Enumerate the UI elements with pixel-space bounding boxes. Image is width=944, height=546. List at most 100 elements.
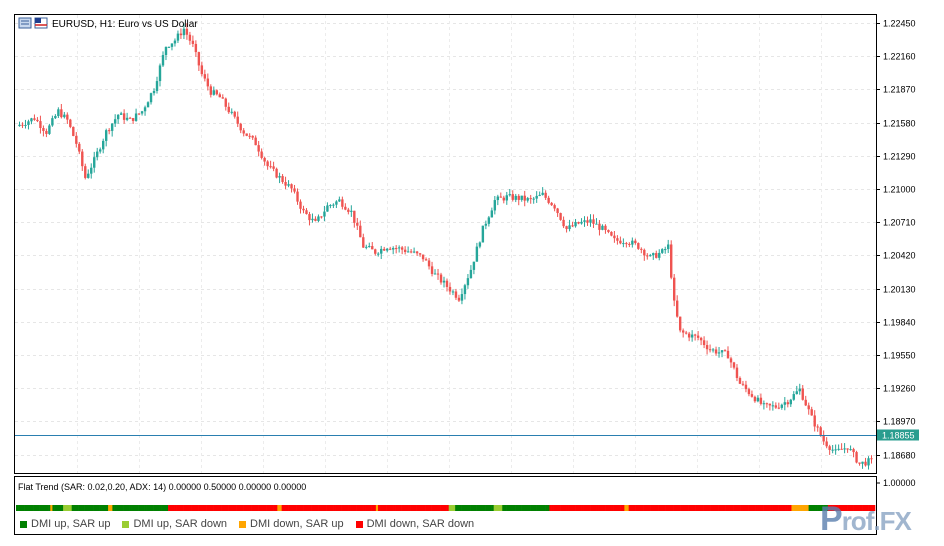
candle-body (350, 210, 353, 212)
legend-swatch (355, 520, 363, 528)
histogram-bar (202, 505, 205, 511)
histogram-bar (495, 505, 499, 511)
histogram-bar (817, 505, 820, 511)
candle-body (619, 240, 622, 244)
candle-body (481, 225, 485, 243)
histogram-bar (37, 505, 40, 511)
candle-body (472, 261, 476, 270)
candle-body (194, 43, 198, 53)
symbol-flag-icon[interactable] (34, 17, 48, 29)
histogram-bar (819, 505, 822, 511)
candle-body (272, 166, 275, 169)
histogram-bar (508, 505, 512, 511)
histogram-bar (446, 505, 450, 511)
candle-body (344, 206, 347, 210)
chart-window-icon[interactable] (18, 17, 32, 29)
histogram-bar (339, 505, 342, 511)
candle-body (57, 109, 60, 117)
histogram-bar (75, 505, 79, 511)
candle-body (81, 151, 84, 167)
histogram-bar (320, 505, 323, 511)
candle-body (592, 219, 595, 224)
histogram-bar (611, 505, 614, 511)
candle-body (577, 222, 580, 224)
candle-body (643, 249, 646, 256)
candle-body (146, 102, 150, 108)
histogram-bar (480, 505, 484, 511)
price-axis[interactable]: 1.22450 1.22160 1.21870 1.21580 1.21290 1.210… (876, 19, 916, 461)
candle-body (191, 40, 195, 44)
histogram-bar (275, 505, 278, 511)
histogram-bar (592, 505, 595, 511)
candle-body (332, 204, 335, 206)
candle-body (224, 98, 227, 107)
candle-body (628, 243, 631, 245)
histogram-bar (830, 505, 833, 511)
candle-body (508, 194, 511, 196)
candle-body (320, 216, 323, 218)
candle-body (33, 118, 36, 120)
histogram-bar (667, 505, 670, 511)
candle-body (625, 243, 628, 245)
candle-body (517, 195, 520, 200)
candle-body (580, 221, 583, 224)
main-chart-area[interactable] (14, 14, 877, 474)
histogram-bar (133, 505, 137, 511)
candle-body (245, 133, 248, 136)
watermark-logo: Prof.FX (820, 500, 912, 538)
histogram-bar (322, 505, 325, 511)
histogram-bar (710, 505, 713, 511)
candle-body (693, 334, 697, 336)
candle-body (804, 399, 807, 406)
histogram-bar (105, 505, 109, 511)
candle-body (460, 294, 464, 301)
histogram-bar (662, 505, 666, 511)
histogram-bar (457, 505, 460, 511)
histogram-bar (200, 505, 203, 511)
candle-body (90, 167, 93, 174)
histogram-bar (198, 505, 201, 511)
candle-body (750, 394, 754, 397)
price-tick-label: 1.18680 (883, 451, 916, 461)
candle-body (406, 251, 410, 253)
candle-body (505, 195, 508, 201)
candle-body (777, 407, 781, 409)
candle-body (646, 255, 649, 257)
histogram-bar (630, 505, 634, 511)
candle-body (27, 121, 30, 125)
histogram-bar (401, 505, 405, 511)
histogram-bar (474, 505, 477, 511)
price-tick-label: 1.21580 (883, 119, 916, 129)
candle-body (852, 449, 855, 453)
histogram-bar (313, 505, 317, 511)
histogram-bar (489, 505, 492, 511)
candle-body (837, 448, 840, 450)
histogram-bar (722, 505, 726, 511)
candle-body (735, 367, 739, 378)
histogram-bar (253, 505, 257, 511)
candle-body (149, 93, 153, 103)
histogram-bar (28, 505, 32, 511)
candle-body (218, 94, 221, 98)
candle-body (711, 349, 715, 351)
candle-body (690, 334, 694, 338)
histogram-bar (789, 505, 792, 511)
histogram-bar (868, 505, 872, 511)
histogram-bar (731, 505, 734, 511)
candle-body (63, 114, 66, 118)
histogram-bar (189, 505, 192, 511)
candle-body (122, 113, 126, 120)
histogram-bar (18, 505, 21, 511)
histogram-bar (67, 505, 70, 511)
histogram-bar (178, 505, 182, 511)
histogram-bar (335, 505, 338, 511)
histogram-bar (356, 505, 360, 511)
candle-body (362, 237, 365, 248)
candle-body (801, 388, 804, 400)
histogram-bar (632, 505, 636, 511)
histogram-bar (862, 505, 865, 511)
candle-body (251, 135, 254, 138)
histogram-bar (217, 505, 220, 511)
histogram-bar (324, 505, 327, 511)
histogram-bar (660, 505, 664, 511)
